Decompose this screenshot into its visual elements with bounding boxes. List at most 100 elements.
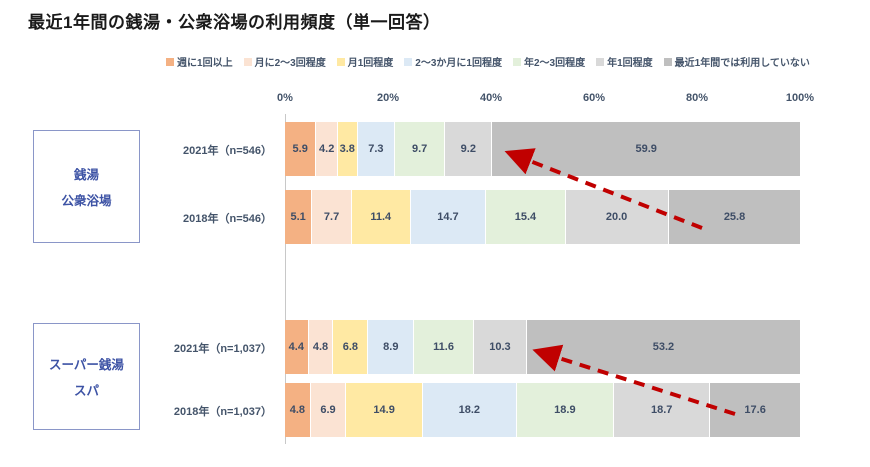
axis-tick-label: 60% [582, 92, 606, 104]
bar-segment: 3.8 [337, 122, 357, 176]
row-label: 2018年（n=546） [183, 213, 272, 225]
bar-segment: 4.4 [285, 320, 308, 374]
segment-value-label: 14.7 [437, 211, 459, 223]
segment-value-label: 8.9 [383, 341, 399, 353]
segment-value-label: 15.4 [514, 211, 537, 223]
category-box-label: スーパー銭湯 [49, 358, 124, 372]
bar-segment: 5.1 [285, 190, 312, 244]
bar-segment: 10.3 [472, 320, 526, 374]
legend-color-swatch [336, 57, 345, 66]
bar-segment: 9.2 [444, 122, 492, 176]
bar-segment: 20.0 [564, 190, 668, 244]
bar-row: 5.1 7.7 11.4 14.7 15.4 20.0 25.8 [285, 190, 801, 244]
segment-value-label: 7.3 [368, 143, 384, 155]
segment-value-label: 10.3 [489, 341, 511, 353]
segment-value-label: 14.9 [373, 404, 395, 416]
bar-segment: 6.8 [332, 320, 368, 374]
legend-label: 年1回程度 [607, 58, 653, 69]
row-label: 2021年（n=546） [183, 145, 272, 157]
row-label: 2021年（n=1,037） [173, 343, 272, 355]
segment-value-label: 6.8 [342, 341, 359, 353]
bar-segment: 14.9 [345, 383, 422, 437]
segment-value-label: 59.9 [635, 143, 657, 155]
legend-label: 週に1回以上 [177, 58, 233, 69]
bar-row: 4.4 4.8 6.8 8.9 11.6 10.3 53.2 [285, 320, 800, 374]
bar-segment: 5.9 [285, 122, 316, 176]
axis-line [285, 114, 286, 444]
legend: 週に1回以上 月に2～3回程度 月1回程度 2～3か月に1回程度 年2～3回程度 年1回程… [110, 54, 866, 69]
bar-segment: 15.4 [485, 190, 565, 244]
bar-segment: 59.9 [491, 122, 800, 176]
legend-color-swatch [512, 57, 521, 66]
category-box-label: スパ [73, 384, 99, 398]
legend-label: 年2～3回程度 [523, 58, 586, 69]
bar-segment: 17.6 [709, 383, 800, 437]
legend-color-swatch [243, 57, 252, 66]
axis-tick-label: 80% [685, 92, 709, 104]
legend-color-swatch [166, 57, 175, 66]
segment-value-label: 20.0 [605, 211, 628, 223]
bar-row: 5.9 4.2 3.8 7.3 9.7 9.2 59.9 [285, 122, 800, 176]
bar-segment: 18.2 [421, 383, 516, 437]
axis-tick-label: 100% [785, 92, 815, 104]
bar-segment: 18.7 [613, 383, 710, 437]
legend-label: 最近1年間では利用していない [674, 58, 810, 69]
segment-value-label: 25.8 [723, 211, 746, 223]
bar-segment: 25.8 [667, 190, 801, 244]
bar-segment: 7.3 [356, 122, 395, 176]
bar-segment: 4.8 [285, 383, 310, 437]
bar-segment: 4.2 [315, 122, 337, 176]
legend-color-swatch [663, 57, 672, 66]
bar-segment: 4.8 [307, 320, 333, 374]
legend-label: 月1回程度 [347, 58, 394, 69]
bar-row: 4.8 6.9 14.9 18.2 18.9 18.7 17.6 [285, 383, 800, 437]
legend-item: 2～3か月に1回程度 [404, 54, 502, 69]
legend-label: 月に2～3回程度 [254, 58, 326, 69]
legend-item: 月に2～3回程度 [243, 54, 326, 69]
legend-item: 週に1回以上 [166, 54, 233, 69]
category-box: スーパー銭湯 スパ [33, 323, 140, 430]
category-box: 銭湯 公衆浴場 [33, 130, 140, 243]
chart-title: 最近1年間の銭湯・公衆浴場の利用頻度（単一回答） [28, 13, 441, 32]
segment-value-label: 4.8 [312, 341, 329, 353]
segment-value-label: 4.8 [289, 404, 305, 416]
bar-segment: 11.6 [413, 320, 473, 374]
bar-segment: 8.9 [367, 320, 414, 374]
segment-value-label: 3.8 [339, 143, 355, 155]
segment-value-label: 18.9 [554, 404, 576, 416]
axis-tick-label: 0% [277, 92, 293, 104]
bar-segment: 18.9 [515, 383, 614, 437]
row-label: 2018年（n=1,037） [173, 406, 272, 418]
axis-tick-label: 20% [376, 92, 400, 104]
bar-segment: 14.7 [409, 190, 486, 244]
segment-value-label: 11.4 [370, 211, 392, 223]
segment-value-label: 53.2 [652, 341, 675, 353]
segment-value-label: 17.6 [744, 404, 766, 416]
segment-value-label: 11.6 [433, 341, 454, 353]
bar-segment: 9.7 [394, 122, 445, 176]
legend-item: 月1回程度 [336, 54, 394, 69]
segment-value-label: 5.9 [292, 143, 308, 155]
category-box-label: 公衆浴場 [61, 194, 112, 208]
segment-value-label: 18.2 [458, 404, 481, 416]
axis-tick-label: 40% [479, 92, 503, 104]
legend-color-swatch [404, 57, 413, 66]
bar-segment: 53.2 [525, 320, 800, 374]
segment-value-label: 4.2 [319, 143, 335, 155]
legend-color-swatch [596, 57, 605, 66]
legend-item: 年2～3回程度 [512, 54, 586, 69]
segment-value-label: 4.4 [288, 341, 304, 353]
segment-value-label: 18.7 [650, 404, 673, 416]
segment-value-label: 5.1 [290, 211, 306, 223]
segment-value-label: 9.7 [411, 143, 428, 155]
bar-segment: 6.9 [309, 383, 346, 437]
segment-value-label: 7.7 [323, 211, 340, 223]
bar-segment: 7.7 [311, 190, 351, 244]
bar-segment: 11.4 [350, 190, 410, 244]
legend-item: 年1回程度 [596, 54, 653, 69]
legend-item: 最近1年間では利用していない [663, 54, 810, 69]
segment-value-label: 9.2 [460, 143, 476, 155]
legend-label: 2～3か月に1回程度 [415, 58, 502, 69]
segment-value-label: 6.9 [320, 404, 336, 416]
category-box-label: 銭湯 [73, 168, 99, 182]
